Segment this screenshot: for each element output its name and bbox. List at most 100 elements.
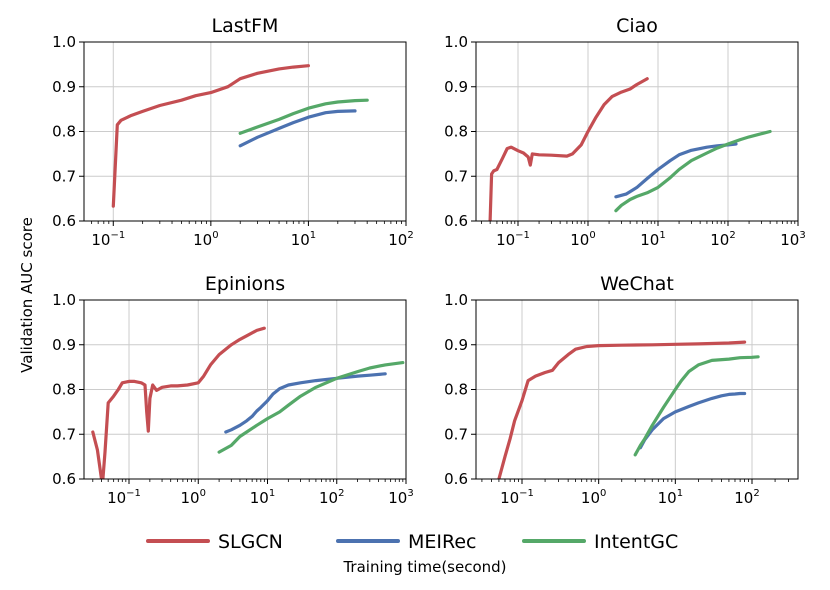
x-tick-base: 10 [734,489,753,507]
title-wechat: WeChat [600,273,674,295]
series-line-slgcn [488,77,649,221]
x-tick-exponent: 1 [310,230,316,241]
x-tick-exponent: −1 [126,488,141,499]
y-ticks-epinions: 0.6 0.7 0.8 0.9 1.0 [52,291,84,488]
x-axis-label: Training time(second) [342,558,506,576]
x-tick-label: 102 [388,230,413,249]
x-tick-base: 10 [193,231,212,249]
x-ticks-lastfm: 10−1 100 101 102 [91,221,414,249]
series-line-intentgc [238,98,369,135]
x-tick-exponent: 0 [200,488,206,499]
x-tick-base: 10 [291,231,310,249]
y-tick-label: 0.9 [52,78,76,96]
series-line-intentgc [633,355,760,457]
x-tick-exponent: 1 [677,488,683,499]
panel-wechat: 0.60.70.80.91.0 10−1 100 101 102 WeChat [444,273,799,507]
x-tick-exponent: 2 [729,230,735,241]
x-tick-label: 101 [658,488,683,507]
y-tick-label: 0.6 [52,470,76,488]
series-epinions [91,326,405,479]
y-tick-label: 0.8 [52,123,76,141]
x-tick-base: 10 [107,489,126,507]
x-tick-exponent: 3 [407,488,413,499]
y-tick-label: 1.0 [52,291,76,309]
x-tick-base: 10 [388,489,407,507]
series-line-intentgc [614,129,772,213]
series-wechat [497,340,760,479]
x-tick-base: 10 [570,231,589,249]
y-axis-label: Validation AUC score [18,217,36,373]
x-tick-label: 100 [581,488,606,507]
x-tick-base: 10 [780,231,799,249]
x-tick-exponent: 2 [753,488,759,499]
x-tick-exponent: 2 [407,230,413,241]
y-tick-label: 1.0 [444,291,468,309]
legend-label-slgcn: SLGCN [218,531,283,553]
y-tick-label: 0.7 [52,167,76,185]
x-tick-exponent: 3 [799,230,805,241]
grid-epinions [84,299,407,480]
y-ticks-lastfm: 0.6 0.7 0.8 0.9 1.0 [52,33,84,230]
y-tick-label: 0.9 [444,78,468,96]
y-tick-label: 1.0 [52,33,76,51]
x-tick-base: 10 [181,489,200,507]
x-tick-base: 10 [496,231,515,249]
series-line-meirec [238,109,357,148]
x-tick-label: 100 [193,230,218,249]
series-line-meirec [614,142,738,199]
x-tick-exponent: 2 [338,488,344,499]
y-tick-label: 0.6 [444,470,468,488]
series-line-meirec [224,372,387,434]
title-lastfm: LastFM [212,15,279,37]
x-tick-exponent: −1 [515,230,530,241]
x-tick-exponent: −1 [519,488,534,499]
x-ticks-epinions: 10−1 100 101 102 103 [92,479,414,507]
x-tick-exponent: 1 [659,230,665,241]
y-tick-label: 0.8 [444,381,468,399]
series-line-meirec [638,391,747,450]
x-tick-base: 10 [91,231,110,249]
y-ticks-ciao: 0.6 0.7 0.8 0.9 1.0 [444,33,476,230]
x-tick-base: 10 [710,231,729,249]
x-tick-base: 10 [319,489,338,507]
x-tick-label: 102 [710,230,735,249]
x-tick-base: 10 [388,231,407,249]
x-tick-base: 10 [640,231,659,249]
x-tick-exponent: 0 [600,488,606,499]
series-line-slgcn [91,326,266,479]
x-ticks-wechat: 10−1 100 101 102 [481,479,789,507]
grid-ciao [476,41,799,222]
legend-label-meirec: MEIRec [408,531,477,553]
y-tick-label: 0.6 [444,212,468,230]
y-ticks-wechat: 0.6 0.7 0.8 0.9 1.0 [444,291,476,488]
x-tick-label: 101 [291,230,316,249]
y-tick-label: 0.7 [444,425,468,443]
x-tick-base: 10 [658,489,677,507]
x-tick-label: 102 [319,488,344,507]
series-line-slgcn [497,340,747,479]
x-tick-label: 101 [250,488,275,507]
x-tick-label: 102 [734,488,759,507]
y-tick-label: 0.9 [444,336,468,354]
y-tick-label: 0.6 [52,212,76,230]
x-tick-base: 10 [500,489,519,507]
x-tick-exponent: −1 [110,230,125,241]
series-line-intentgc [217,361,405,454]
y-tick-label: 0.8 [444,123,468,141]
x-tick-exponent: 0 [589,230,595,241]
title-ciao: Ciao [616,15,658,37]
panel-epinions: 0.60.70.80.91.0 10−1 100 101 102 103 Epinion… [52,273,414,507]
y-tick-label: 0.9 [52,336,76,354]
x-tick-label: 10−1 [107,488,141,507]
x-tick-exponent: 0 [212,230,218,241]
x-tick-base: 10 [250,489,269,507]
series-lastfm [111,64,369,208]
y-tick-label: 0.7 [52,425,76,443]
legend: SLGCN MEIRec IntentGC [146,531,678,553]
x-tick-exponent: 1 [269,488,275,499]
x-tick-label: 100 [570,230,595,249]
panel-ciao: 0.60.70.80.91.0 10−1 100 101 102 103 Ciao [444,15,806,249]
x-tick-label: 10−1 [500,488,534,507]
x-tick-label: 103 [388,488,413,507]
